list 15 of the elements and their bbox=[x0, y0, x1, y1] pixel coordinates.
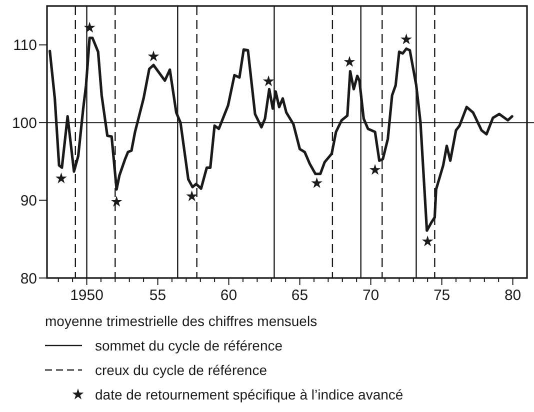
text: moyenne trimestrielle des chiffres mensuels bbox=[45, 313, 318, 329]
legend-label: date de retournement spécifique à l’indice avancé bbox=[95, 386, 404, 402]
y-tick-label: 110 bbox=[13, 37, 37, 54]
x-tick-label: 60 bbox=[220, 287, 238, 304]
x-tick-label: 65 bbox=[291, 287, 308, 304]
legend-label: creux du cycle de référence bbox=[95, 362, 268, 378]
x-tick-label: 70 bbox=[362, 287, 380, 304]
y-tick-label: 80 bbox=[20, 270, 37, 288]
y-tick-label: 90 bbox=[20, 192, 37, 210]
x-tick-label: 80 bbox=[504, 287, 522, 304]
y-tick-label: 100 bbox=[12, 114, 37, 132]
x-tick-label: 75 bbox=[433, 287, 450, 304]
x-tick-label: 55 bbox=[149, 287, 166, 304]
x-tick-label: 1950 bbox=[70, 287, 104, 304]
legend-label: sommet du cycle de référence bbox=[95, 338, 283, 354]
